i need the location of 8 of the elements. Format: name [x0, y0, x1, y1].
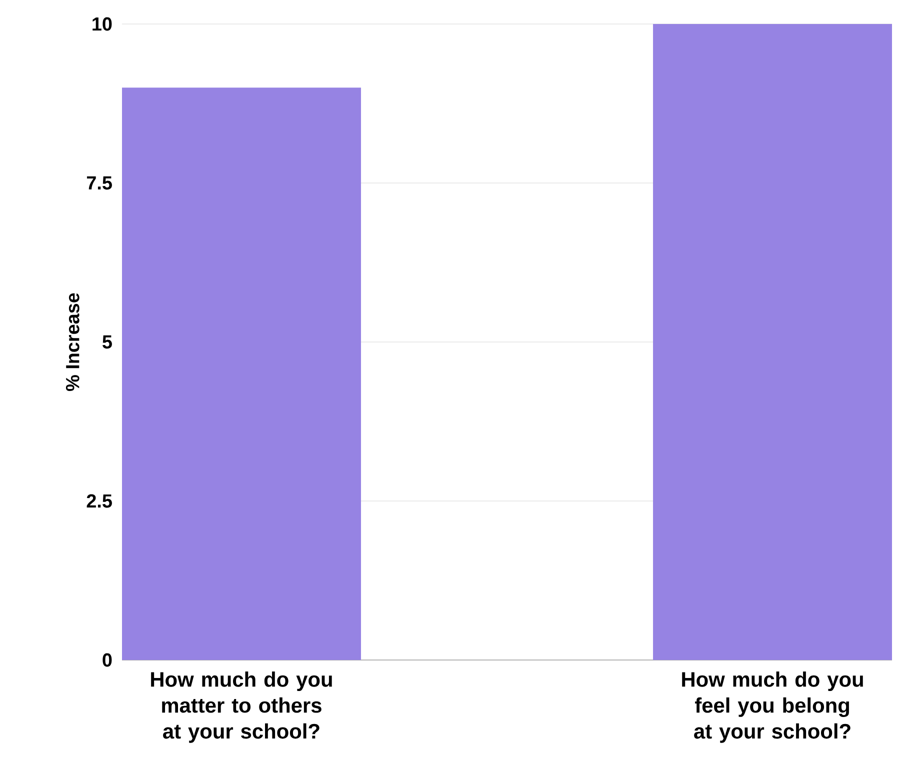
- y-tick-label: 5: [102, 335, 112, 349]
- y-tick-label: 7.5: [86, 176, 112, 190]
- x-tick-label: How much do you feel you belong at your school?: [682, 672, 863, 743]
- y-tick-label: 10: [92, 17, 112, 31]
- y-tick-label: 0: [102, 653, 112, 667]
- y-tick-label: 2.5: [86, 494, 112, 508]
- y-axis-title: % Increase: [66, 293, 80, 391]
- x-tick-label: How much do you matter to others at your school?: [151, 672, 332, 743]
